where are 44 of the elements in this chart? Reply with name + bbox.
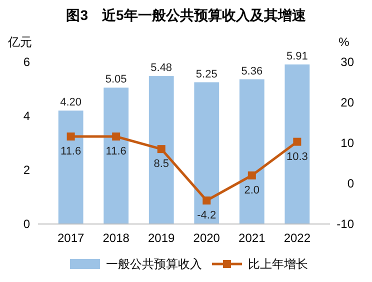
data-label: 8.5	[154, 158, 170, 170]
y-tick-label: 6	[23, 55, 30, 69]
y-tick-label: 4	[23, 109, 30, 123]
y2-tick-label: 0	[347, 176, 354, 190]
y2-axis-title: %	[338, 35, 350, 49]
data-label: 5.25	[196, 68, 218, 80]
y2-tick-label: 30	[340, 55, 354, 69]
point	[293, 138, 302, 146]
x-tick-label: 2018	[102, 231, 130, 245]
y-axis-title: 亿元	[7, 35, 32, 49]
data-label: -4.2	[197, 210, 216, 222]
data-label: 5.91	[286, 50, 308, 62]
y-tick-label: 2	[23, 163, 30, 177]
legend-label: 一般公共预算收入	[106, 257, 202, 271]
data-label: 5.48	[150, 62, 172, 74]
data-label: 10.3	[286, 150, 308, 163]
y2-tick-label: 20	[340, 96, 354, 110]
bar	[284, 64, 310, 224]
data-label: 11.6	[106, 146, 126, 158]
x-tick-label: 2019	[148, 231, 176, 245]
point	[66, 132, 75, 141]
bar	[104, 88, 129, 224]
y2-tick-label: 10	[340, 136, 354, 150]
x-tick-label: 2021	[238, 231, 266, 245]
data-label: 5.05	[105, 74, 127, 86]
point	[112, 132, 120, 141]
data-label: 2.0	[244, 184, 260, 196]
data-label: 4.20	[60, 96, 82, 109]
data-label: 5.36	[241, 65, 263, 78]
point	[248, 171, 256, 180]
y-tick-label: 0	[23, 217, 30, 231]
point	[202, 196, 211, 205]
bar	[194, 82, 220, 224]
chart-title: 图3 近5年一般公共预算收入及其增速	[66, 7, 307, 23]
data-label: 11.6	[60, 146, 82, 158]
x-tick-label: 2017	[57, 231, 84, 245]
legend-label: 比上年增长	[248, 257, 308, 271]
bar	[148, 76, 174, 224]
x-tick-label: 2022	[284, 231, 311, 245]
point	[157, 145, 166, 154]
bar	[58, 110, 84, 224]
y2-tick-label: -10	[336, 217, 354, 231]
bar	[239, 79, 264, 224]
x-tick-label: 2020	[193, 231, 220, 245]
